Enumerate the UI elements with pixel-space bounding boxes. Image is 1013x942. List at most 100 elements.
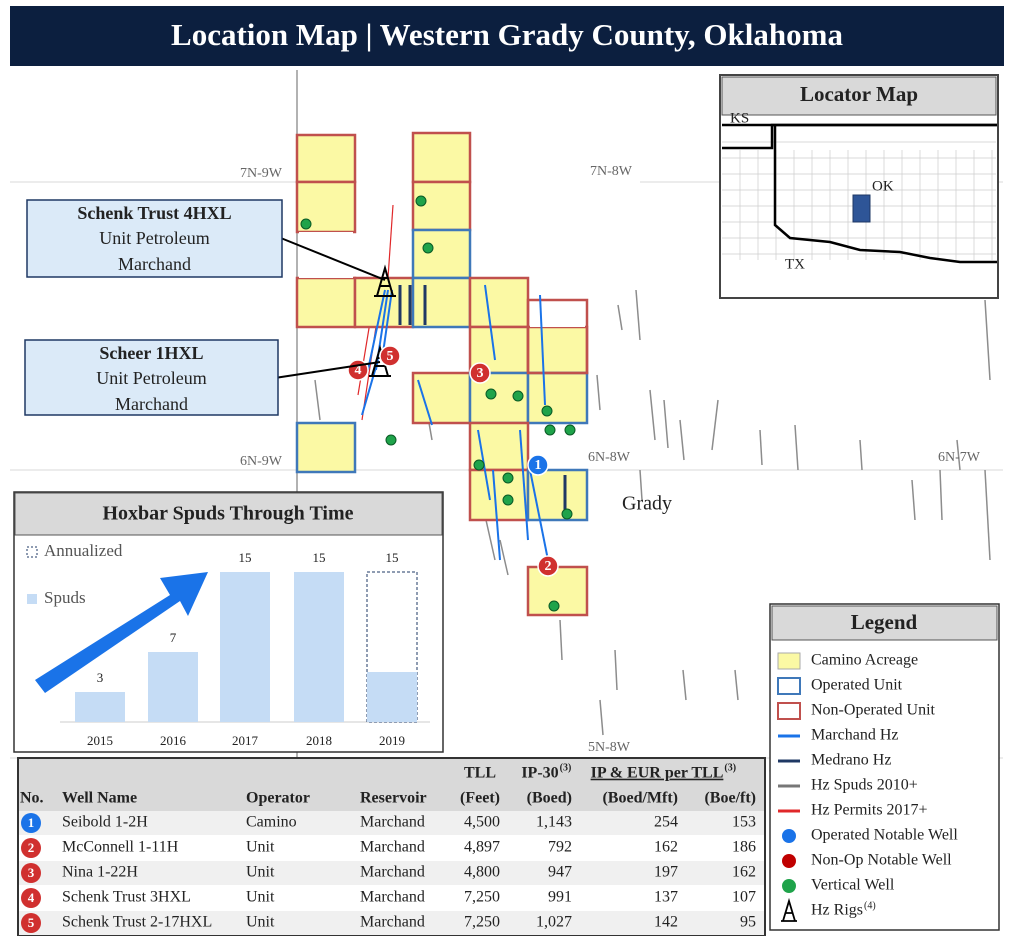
acreage-parcel <box>295 276 357 329</box>
well-marker <box>379 345 401 367</box>
vertical-well <box>544 424 556 436</box>
x-tick-label: 2017 <box>232 733 259 748</box>
table-column-header: Well Name <box>62 790 137 807</box>
hz-spud <box>911 479 916 521</box>
table-column-header: (Boe/ft) <box>704 790 756 807</box>
value-label: 15 <box>313 550 326 565</box>
legend-item: Non-Operated Unit <box>811 702 936 719</box>
table-cell: 1,143 <box>536 814 572 831</box>
well-marker <box>527 454 549 476</box>
row-marker <box>21 838 41 858</box>
table-cell: Camino <box>246 814 297 831</box>
table-cell: Marchand <box>360 889 425 906</box>
table-cell: 4,500 <box>464 814 500 831</box>
well-marker <box>469 362 491 384</box>
legend-swatch <box>27 594 37 604</box>
sym <box>777 677 801 695</box>
legend-header <box>771 605 998 641</box>
vertical-well <box>422 242 434 254</box>
vertical-well <box>561 508 573 520</box>
table-row-bg <box>19 861 764 885</box>
table-cell: Unit <box>246 889 275 906</box>
table-cell: Schenk Trust 2-17HXL <box>62 914 212 931</box>
vertical-well <box>512 390 524 402</box>
hz-spud <box>314 379 321 421</box>
well-marker-number: 5 <box>387 349 394 364</box>
legend-item: Operated Notable Well <box>811 827 958 844</box>
callout-leader <box>281 237 386 281</box>
hz-rig <box>374 264 396 297</box>
table-cell: Unit <box>246 914 275 931</box>
vertical-well <box>502 494 514 506</box>
locator-header <box>721 76 997 116</box>
table-cell: Nina 1-22H <box>62 864 138 881</box>
row-marker <box>21 813 41 833</box>
table-column-header: No. <box>20 790 44 807</box>
locator-label: OK <box>872 178 894 194</box>
marchand-hz <box>417 379 433 426</box>
table-header-note: (3) <box>724 762 736 773</box>
table-cell: 4,800 <box>464 864 500 881</box>
acreage-outline <box>526 298 589 375</box>
county-label: Grady <box>622 493 672 515</box>
table-cell: 7,250 <box>464 914 500 931</box>
well-marker-number: 1 <box>535 458 542 473</box>
township-label: 7N-8W <box>590 164 633 179</box>
vertical-well <box>502 472 514 484</box>
callout-leader <box>277 361 381 379</box>
acreage-parcel <box>295 421 357 474</box>
row-marker <box>21 888 41 908</box>
marchand-hz <box>539 294 546 406</box>
vertical-well <box>541 405 553 417</box>
table-header-top: IP-30 <box>521 765 558 782</box>
table-cell: Marchand <box>360 914 425 931</box>
legend-title: Legend <box>851 610 918 634</box>
table-cell: Unit <box>246 839 275 856</box>
table-row-bg <box>19 811 764 835</box>
sym <box>781 897 797 922</box>
spuds-bar <box>148 652 198 722</box>
blue-arrow <box>35 572 208 693</box>
acreage-parcel <box>411 371 472 425</box>
acreage-parcel <box>411 131 472 184</box>
acreage-parcel <box>411 276 472 329</box>
hz-spud <box>679 419 685 461</box>
locator-title: Locator Map <box>800 82 918 106</box>
table-cell: 4,897 <box>464 839 500 856</box>
vertical-well <box>564 424 576 436</box>
table-column-header: (Feet) <box>460 790 500 807</box>
table-cell: McConnell 1-11H <box>62 839 179 856</box>
value-label: 15 <box>386 550 399 565</box>
table-header-top: IP & EUR per TLL <box>591 765 724 782</box>
value-label: 3 <box>97 670 104 685</box>
row-marker <box>21 863 41 883</box>
hz-spud <box>639 469 643 501</box>
legend-item: Hz Permits 2017+ <box>811 802 928 819</box>
table-cell: Marchand <box>360 864 425 881</box>
legend-label: Spuds <box>44 588 86 607</box>
value-label: 7 <box>170 630 177 645</box>
callout-line: Unit Petroleum <box>96 368 207 388</box>
hz-spud <box>939 469 943 521</box>
vertical-well <box>385 434 397 446</box>
chart-header <box>14 492 443 536</box>
callout-title: Schenk Trust 4HXL <box>77 203 231 223</box>
marchand-hz <box>367 289 386 371</box>
spuds-bar <box>75 692 125 722</box>
sym <box>782 854 796 868</box>
row-number: 4 <box>28 890 35 905</box>
hz-spud <box>734 669 739 701</box>
header-bar <box>10 6 1004 66</box>
table-cell: 142 <box>654 914 678 931</box>
vertical-well <box>300 218 312 230</box>
marchand-hz <box>361 359 379 416</box>
sym <box>777 652 801 670</box>
table-cell: 162 <box>654 839 678 856</box>
row-number: 5 <box>28 915 35 930</box>
legend-item: Vertical Well <box>811 877 895 894</box>
well-marker-number: 3 <box>477 366 484 381</box>
legend-frame <box>769 603 1000 931</box>
hz-rig <box>369 344 391 377</box>
callout-box <box>26 199 283 278</box>
legend-note: (4) <box>864 900 876 911</box>
